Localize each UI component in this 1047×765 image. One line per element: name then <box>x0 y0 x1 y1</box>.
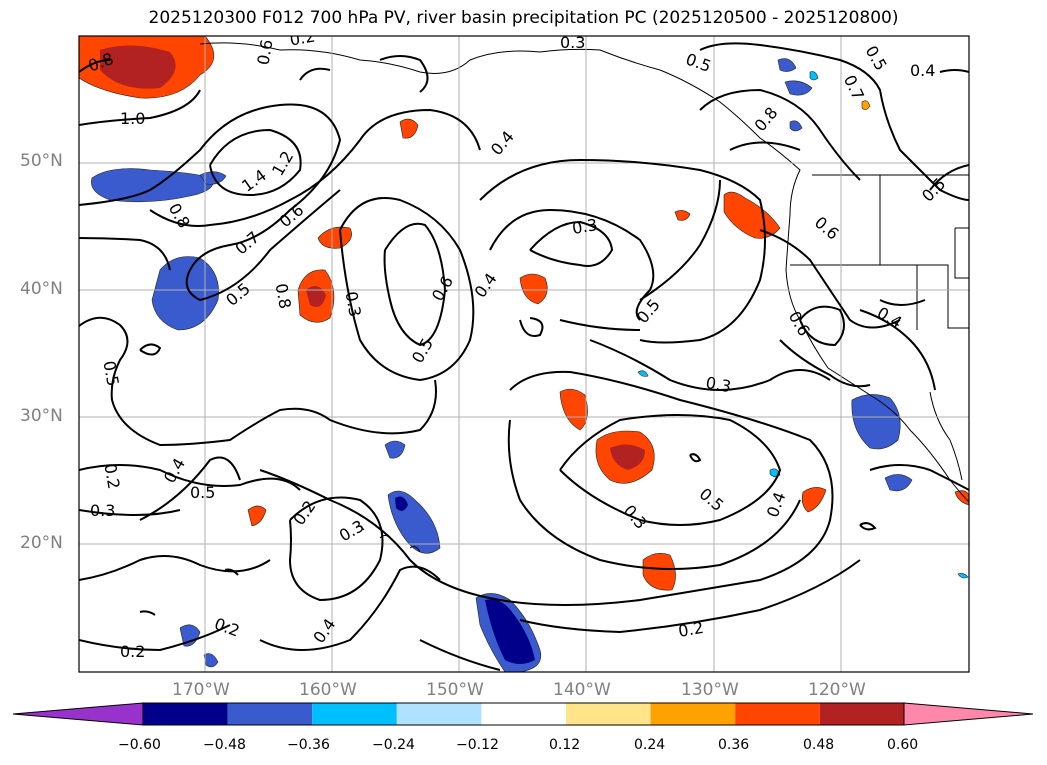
colorbar-tick-label: −0.36 <box>287 737 330 753</box>
lon-label-160w: 160°W <box>299 680 357 700</box>
colorbar-tick-label: −0.48 <box>203 737 246 753</box>
contour-label: 0.3 <box>560 33 585 52</box>
colorbar-tick-label: −0.12 <box>456 737 499 753</box>
contour-label: 0.3 <box>342 290 365 318</box>
colorbar-tick-label: 0.24 <box>634 737 666 753</box>
lon-label-170w: 170°W <box>172 680 230 700</box>
negative-area <box>884 474 913 492</box>
colorbar-tick-label: −0.60 <box>118 737 161 753</box>
colorbar-segment <box>735 703 820 725</box>
contour-label: 0.8 <box>272 282 295 310</box>
lat-label-50n: 50°N <box>20 151 63 171</box>
colorbar-tick-label: 0.48 <box>803 737 835 753</box>
colorbar-extend-low <box>12 702 144 726</box>
contour-label: 0.3 <box>704 373 732 396</box>
lat-label-30n: 30°N <box>20 406 63 426</box>
colorbar-segment <box>481 703 566 725</box>
negative-area <box>784 80 813 96</box>
lon-label-140w: 140°W <box>553 680 611 700</box>
contour-label: 0.6 <box>253 38 276 66</box>
negative-area <box>384 440 406 459</box>
colorbar-tick-label: 0.60 <box>887 737 919 753</box>
colorbar-tick-label: 0.36 <box>718 737 750 753</box>
map-title: 2025120300 F012 700 hPa PV, river basin … <box>148 8 899 28</box>
colorbar-segment <box>396 703 482 725</box>
colorbar-tick-label: −0.24 <box>372 737 415 753</box>
negative-area <box>957 573 969 579</box>
map-frame <box>78 35 970 673</box>
colorbar-segment <box>650 703 736 725</box>
contour-label: 0.2 <box>677 618 705 641</box>
contour-label: 0.2 <box>100 462 123 490</box>
contour-label: 0.3 <box>90 501 115 520</box>
colorbar-segment <box>312 703 397 725</box>
positive-core-northwest <box>100 45 176 89</box>
negative-area <box>179 624 201 647</box>
negative-core <box>395 496 408 511</box>
positive-area <box>954 490 969 506</box>
negative-area <box>91 168 214 203</box>
negative-core <box>485 599 535 664</box>
colorbar-segment <box>819 703 904 725</box>
lon-label-150w: 150°W <box>426 680 484 700</box>
contour-label: 0.2 <box>288 26 316 49</box>
positive-area <box>674 210 691 221</box>
colorbar-segment <box>143 703 228 725</box>
colorbar-segment <box>227 703 313 725</box>
lat-label-20n: 20°N <box>20 533 63 553</box>
map-background <box>79 36 969 672</box>
positive-area <box>642 553 676 591</box>
negative-area <box>789 120 803 132</box>
positive-core <box>306 286 326 308</box>
negative-area <box>203 653 219 668</box>
colorbar-segment <box>566 703 651 725</box>
colorbar-extend-high <box>903 702 1034 726</box>
negative-area <box>809 71 819 81</box>
negative-area <box>199 171 227 185</box>
colorbar <box>12 702 1034 726</box>
positive-core <box>610 444 645 470</box>
negative-area <box>637 370 649 377</box>
negative-area <box>777 58 797 72</box>
contour-label: 0.3 <box>571 215 599 238</box>
shaded-areas <box>79 36 969 672</box>
lat-label-40n: 40°N <box>20 279 63 299</box>
positive-area <box>399 118 419 139</box>
coastlines <box>199 42 969 553</box>
colorbar-tick-label: 0.12 <box>549 737 581 753</box>
positive-area <box>559 388 588 431</box>
contour-label: 0.4 <box>910 61 935 80</box>
positive-area <box>519 273 548 305</box>
positive-area <box>861 100 871 110</box>
lon-label-120w: 120°W <box>808 680 866 700</box>
pv-contours <box>79 42 969 671</box>
colorbar-frame <box>142 702 905 726</box>
negative-area <box>151 256 219 331</box>
positive-area <box>801 487 827 513</box>
lon-label-130w: 130°W <box>681 680 739 700</box>
contour-label: 0.5 <box>99 359 122 387</box>
positive-area <box>723 191 781 239</box>
contour-label: 1.0 <box>120 109 145 128</box>
contour-label: 0.5 <box>190 483 215 502</box>
contour-label: 0.2 <box>120 642 145 661</box>
positive-area <box>247 505 267 527</box>
